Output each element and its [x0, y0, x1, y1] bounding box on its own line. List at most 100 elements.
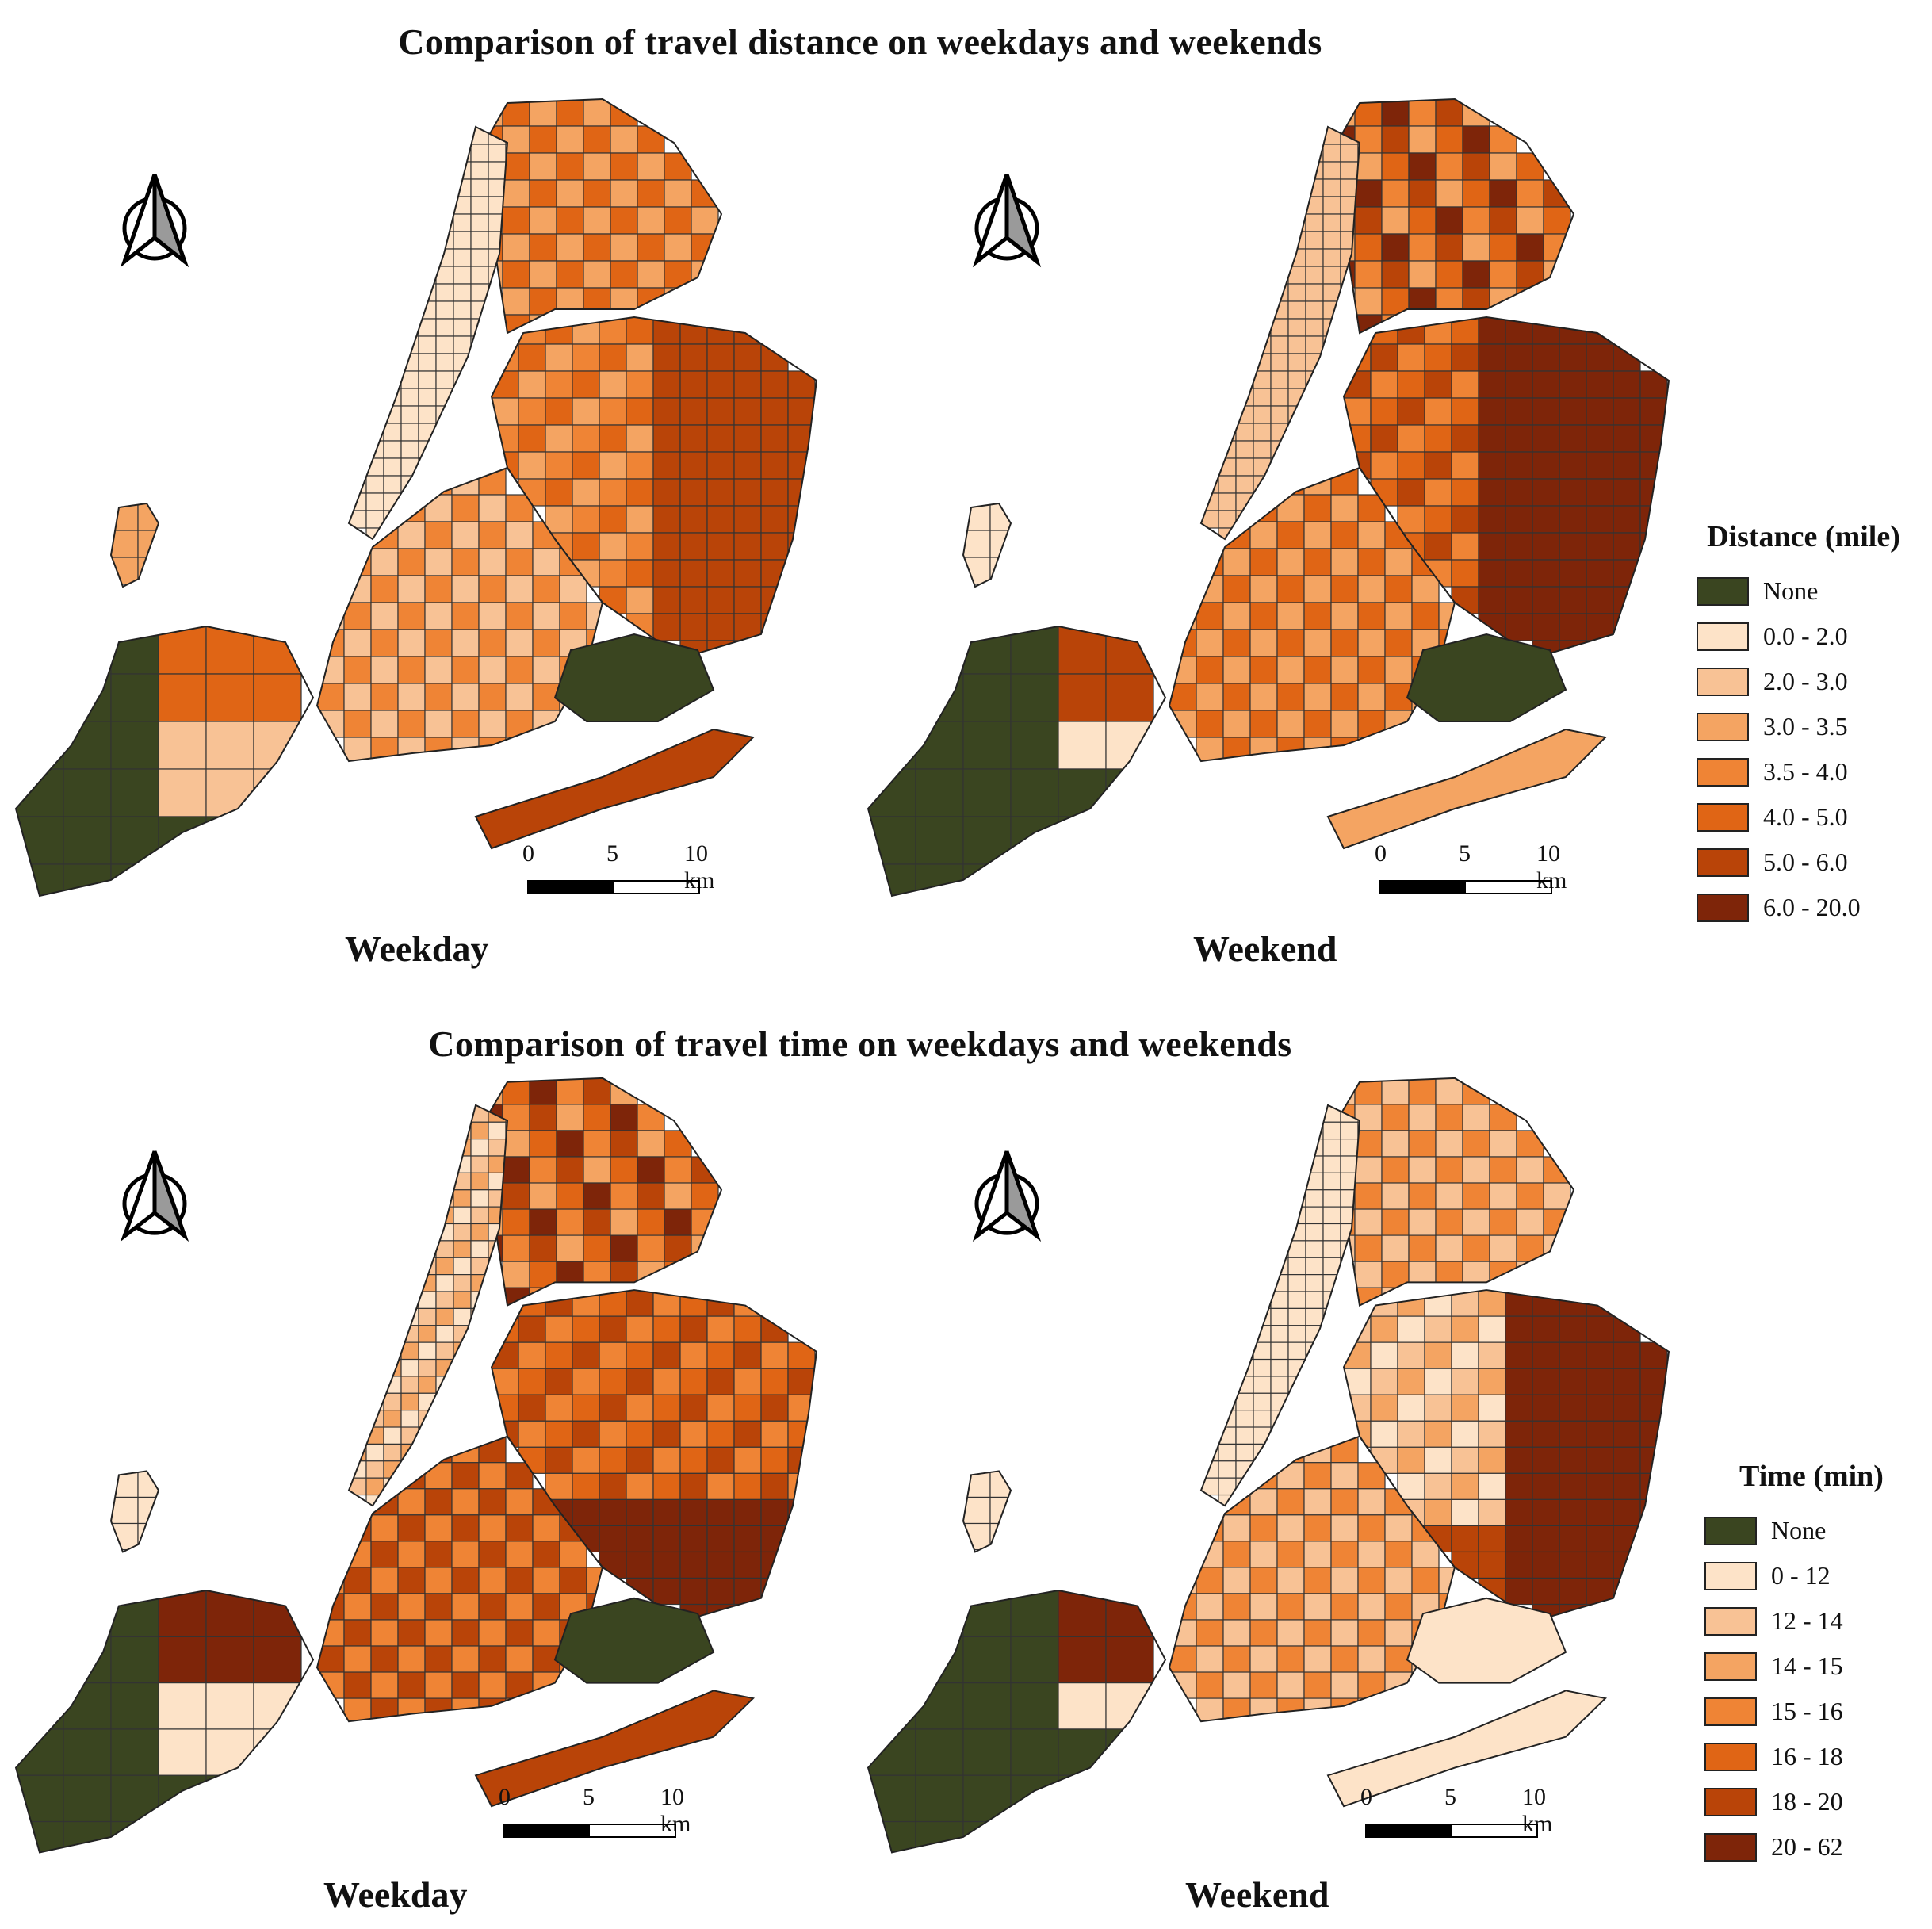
map-zone	[1424, 478, 1452, 507]
map-zone	[1330, 1645, 1359, 1673]
map-zone	[1330, 1488, 1359, 1516]
map-zone	[383, 440, 402, 459]
scale-tick-5: 5	[583, 1784, 595, 1810]
map-zone	[1322, 213, 1341, 232]
map-zone	[502, 179, 530, 208]
map-zone	[16, 863, 64, 896]
map-zone	[1270, 457, 1289, 477]
map-zone	[400, 492, 419, 511]
map-zone	[915, 768, 964, 817]
map-zone	[679, 1368, 708, 1395]
map-zone	[400, 423, 419, 442]
map-zone	[111, 557, 139, 585]
map-zone	[518, 1368, 546, 1395]
map-zone	[868, 1820, 916, 1853]
legend-item: None	[1704, 1508, 1919, 1553]
map-zone	[253, 1728, 302, 1776]
map-zone	[1505, 1551, 1533, 1579]
map-zone	[453, 1257, 472, 1276]
map-zone	[1532, 1472, 1560, 1500]
map-zone	[111, 1522, 139, 1551]
map-zone	[1532, 397, 1560, 426]
map-zone	[1397, 343, 1425, 372]
map-zone	[1586, 1341, 1614, 1369]
map-zone	[1235, 1477, 1254, 1496]
map-zone	[424, 1645, 453, 1673]
map-zone	[343, 1619, 372, 1647]
map-zone	[1397, 505, 1425, 534]
map-zone	[1505, 1394, 1533, 1422]
map-zone	[502, 1156, 530, 1184]
map-zone	[556, 1261, 584, 1288]
map-zone	[1235, 423, 1254, 442]
map-zone	[1222, 548, 1251, 576]
map-zone	[1249, 737, 1278, 761]
map-zone	[532, 1541, 560, 1568]
map-zone	[706, 1315, 735, 1343]
map-zone	[317, 1671, 345, 1699]
map-zone	[1303, 1619, 1332, 1647]
legend-label: 15 - 16	[1771, 1697, 1843, 1725]
map-zone	[397, 548, 426, 576]
map-zone	[505, 1488, 534, 1516]
map-zone	[1532, 532, 1560, 561]
legend-item: 0.0 - 2.0	[1697, 614, 1911, 659]
map-zone	[1586, 451, 1614, 480]
scale-tick-0: 0	[1360, 1784, 1372, 1810]
borough-outline	[1168, 466, 1456, 763]
map-zone	[1613, 451, 1641, 480]
legend-label: 20 - 62	[1771, 1832, 1843, 1861]
map-zone	[400, 1358, 419, 1377]
map-zone	[679, 586, 708, 614]
map-zone	[16, 1774, 64, 1823]
map-zone	[111, 530, 139, 558]
map-zone	[435, 1274, 454, 1292]
map-zone	[1424, 1394, 1452, 1422]
map-zone	[664, 179, 692, 208]
map-zone	[868, 1728, 916, 1776]
legend-label: 18 - 20	[1771, 1787, 1843, 1816]
map-zone	[1613, 532, 1641, 561]
map-zone	[397, 1697, 426, 1722]
map-zone	[451, 1541, 480, 1568]
map-zone	[1559, 532, 1587, 561]
map-zone	[470, 196, 489, 215]
map-zone	[679, 1394, 708, 1422]
map-zone	[652, 1551, 681, 1579]
map-zone	[610, 1130, 638, 1158]
map-zone	[1532, 1498, 1560, 1526]
map-zone	[760, 1420, 789, 1448]
map-zone	[664, 152, 692, 181]
legend-swatch	[1697, 757, 1749, 787]
map-zone	[1322, 161, 1341, 180]
borough-outline	[316, 466, 604, 763]
map-zone	[478, 683, 507, 711]
scale-bar: 0 5 10 km	[519, 840, 714, 912]
legend-item: 3.0 - 3.5	[1697, 704, 1911, 749]
map-zone	[1222, 629, 1251, 657]
map-zone	[1384, 1671, 1413, 1699]
map-zone	[1613, 343, 1641, 372]
map-zone	[453, 1341, 472, 1361]
map-zone	[1357, 521, 1386, 549]
map-zone	[1276, 1488, 1305, 1516]
map-zone	[1330, 575, 1359, 603]
map-zone	[1435, 1156, 1463, 1184]
map-zone	[1169, 1619, 1197, 1647]
map-zone	[626, 397, 654, 426]
map-zone	[1253, 1460, 1272, 1479]
map-zone	[1532, 1446, 1560, 1474]
map-zone	[1169, 656, 1197, 684]
map-zone	[1451, 424, 1479, 453]
map-zone	[397, 683, 426, 711]
map-zone	[787, 505, 816, 534]
map-zone	[1370, 1420, 1398, 1448]
map-zone	[370, 629, 399, 657]
map-zone	[1559, 343, 1587, 372]
legend-item: 6.0 - 20.0	[1697, 885, 1911, 930]
map-zone	[470, 1172, 489, 1191]
map-zone	[383, 1341, 402, 1361]
map-zone	[1330, 1514, 1359, 1542]
borough-outline	[1199, 125, 1361, 541]
map-zone	[1451, 1394, 1479, 1422]
